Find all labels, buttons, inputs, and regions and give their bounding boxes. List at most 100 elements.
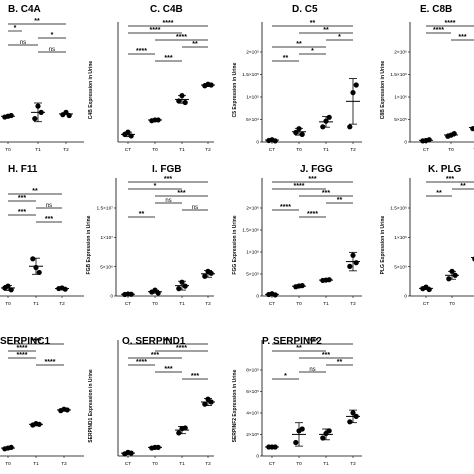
- panel-title: H. F11: [8, 164, 38, 175]
- data-point: [8, 287, 14, 293]
- significance-label: ***: [164, 55, 172, 62]
- significance-label: ****: [136, 48, 147, 55]
- significance-label: ***: [446, 176, 454, 183]
- significance-label: **: [283, 55, 289, 62]
- x-tick-label: T2: [205, 461, 211, 467]
- data-point: [38, 109, 44, 115]
- data-point: [8, 112, 14, 119]
- panel-title: J. FGG: [300, 164, 333, 175]
- significance-label: ****: [17, 345, 28, 352]
- data-point: [64, 407, 70, 413]
- chart-panel-e: E. C8B 0 5×10⁵ 1×10⁶ 1.5×10⁶ 2×10⁶ C8B Express…: [380, 4, 474, 153]
- data-point: [8, 444, 14, 450]
- data-point: [155, 117, 161, 123]
- chart-panel-o: O. SERPIND1 SERPIND1 Expression in Urine C…: [88, 336, 215, 467]
- x-tick-label: CT: [125, 147, 131, 153]
- y-tick-label: 1.5×10⁵: [242, 72, 259, 78]
- panel-title: C. C4B: [150, 4, 183, 15]
- x-tick-label: T2: [59, 301, 65, 307]
- y-axis-title: C5 Expression in Urine: [232, 62, 238, 117]
- x-tick-label: T0: [152, 301, 158, 307]
- x-tick-label: T2: [350, 147, 356, 153]
- significance-label: ***: [164, 176, 172, 183]
- data-point: [179, 93, 185, 99]
- y-tick-label: 1.5×10⁶: [390, 72, 407, 78]
- data-point: [320, 124, 326, 130]
- data-point: [125, 129, 131, 135]
- data-point: [293, 129, 299, 136]
- panel-title: D. C5: [292, 4, 318, 15]
- data-point: [347, 419, 353, 425]
- data-point: [176, 430, 182, 436]
- panel-title: O. SERPIND1: [122, 336, 186, 347]
- y-axis-title: C8B Expression in Urine: [380, 61, 386, 120]
- significance-label: **: [323, 27, 329, 34]
- significance-label: *: [311, 48, 314, 55]
- x-tick-label: T0: [296, 147, 302, 153]
- y-tick-label: 1×10⁷: [100, 235, 113, 241]
- data-point: [296, 126, 302, 132]
- significance-label: **: [337, 359, 343, 366]
- significance-label: ***: [177, 190, 185, 197]
- data-point: [353, 413, 359, 419]
- significance-label: **: [192, 41, 198, 48]
- panel-title: I. FGB: [152, 164, 181, 175]
- significance-label: ***: [18, 195, 26, 202]
- data-point: [350, 252, 356, 258]
- data-point: [350, 90, 356, 96]
- data-point: [202, 273, 208, 279]
- significance-label: ****: [150, 27, 161, 34]
- x-tick-label: T1: [179, 461, 185, 467]
- data-point: [451, 131, 457, 137]
- x-tick-label: CT: [269, 147, 275, 153]
- x-tick-label: T0: [5, 147, 11, 153]
- data-point: [272, 444, 278, 450]
- significance-label: *: [338, 34, 341, 41]
- panel-title: K. PLG: [428, 164, 462, 175]
- data-point: [182, 425, 188, 431]
- data-point: [326, 114, 332, 120]
- significance-label: ****: [31, 338, 42, 345]
- y-tick-label: 6×10⁵: [246, 389, 259, 395]
- x-tick-label: T1: [323, 461, 329, 467]
- y-tick-label: 0: [256, 140, 259, 146]
- y-tick-label: 0: [256, 294, 259, 300]
- data-point: [155, 444, 161, 450]
- y-axis-title: FGB Expression in Urine: [86, 215, 92, 274]
- chart-panel-j: J. FGG 0 5×10⁵ 1×10⁶ 1.5×10⁶ 2×10⁶ FGG Express…: [232, 164, 362, 307]
- data-point: [36, 421, 42, 427]
- significance-label: ****: [136, 359, 147, 366]
- significance-label: ns: [192, 205, 198, 211]
- x-tick-label: T1: [33, 461, 39, 467]
- data-point: [452, 272, 458, 278]
- y-tick-label: 2×10⁵: [246, 50, 259, 56]
- significance-label: ****: [17, 352, 28, 359]
- data-point: [33, 264, 39, 271]
- data-point: [299, 426, 305, 432]
- y-tick-label: 0: [404, 140, 407, 146]
- data-point: [326, 428, 332, 434]
- data-point: [182, 283, 188, 289]
- significance-label: **: [460, 183, 466, 190]
- significance-label: ns: [165, 198, 171, 204]
- significance-label: *: [51, 32, 54, 39]
- y-axis-title: SERPINF2 Expression in Urine: [232, 369, 238, 442]
- data-point: [62, 286, 68, 292]
- x-tick-label: T0: [152, 147, 158, 153]
- y-tick-label: 5×10⁵: [246, 272, 259, 278]
- significance-label: **: [296, 41, 302, 48]
- x-tick-label: T2: [63, 147, 69, 153]
- y-tick-label: 0: [110, 294, 113, 300]
- y-tick-label: 8×10⁵: [246, 368, 259, 374]
- data-point: [293, 439, 299, 446]
- significance-label: ****: [307, 338, 318, 345]
- x-tick-label: T1: [323, 301, 329, 307]
- x-tick-label: T1: [35, 147, 41, 153]
- x-tick-label: T0: [296, 461, 302, 467]
- x-tick-label: T1: [179, 301, 185, 307]
- significance-label: **: [296, 345, 302, 352]
